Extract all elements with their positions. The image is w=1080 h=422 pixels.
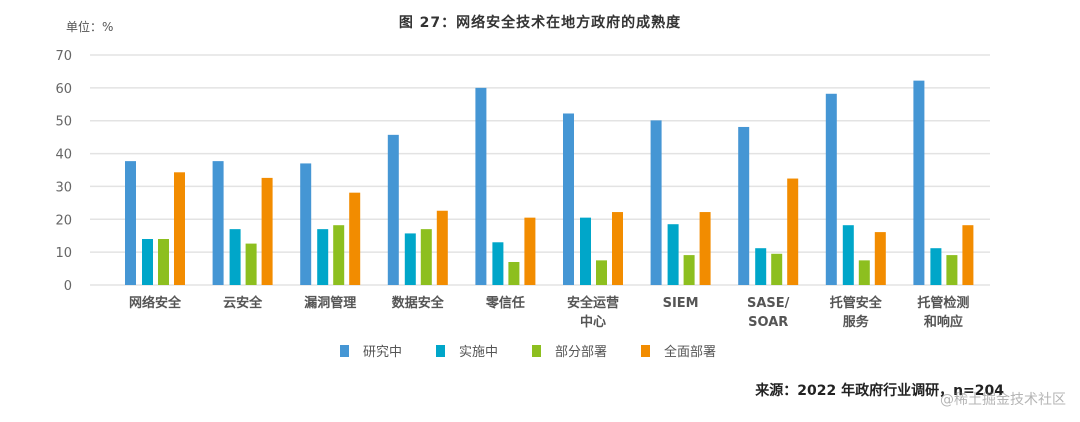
y-tick-label: 10: [55, 246, 72, 261]
x-tick-label: 零信任: [485, 295, 525, 311]
bar-1-2: [317, 229, 329, 285]
legend-item: 实施中: [436, 341, 498, 360]
x-tick-label: 网络安全: [129, 295, 182, 311]
bar-3-7: [787, 178, 799, 285]
watermark: @稀土掘金技术社区: [940, 392, 1066, 408]
bar-2-6: [683, 255, 695, 285]
x-tick-label: 安全运营: [567, 295, 619, 311]
bar-0-6: [650, 120, 662, 285]
bar-3-1: [261, 177, 273, 285]
x-tick-label: SIEM: [663, 296, 699, 311]
unit-label: 单位：%: [66, 20, 114, 34]
legend-label: 研究中: [363, 345, 403, 360]
x-tick-label: 服务: [843, 314, 870, 330]
bar-1-7: [755, 248, 767, 285]
bar-3-9: [962, 225, 974, 285]
bar-0-7: [738, 126, 750, 285]
x-tick-label: 云安全: [223, 295, 263, 311]
y-tick-label: 30: [55, 180, 72, 195]
bar-2-8: [858, 260, 870, 285]
bar-1-0: [142, 239, 153, 285]
y-tick-label: 0: [64, 279, 72, 294]
legend-item: 研究中: [340, 341, 402, 360]
chart-title: 图 27：网络安全技术在地方政府的成熟度: [398, 15, 682, 31]
legend-swatch: [436, 344, 446, 357]
y-tick-label: 20: [55, 213, 72, 228]
bar-1-6: [667, 224, 679, 285]
legend-label: 全面部署: [664, 345, 717, 360]
bar-3-8: [874, 232, 886, 285]
bar-1-4: [492, 242, 504, 285]
bar-0-0: [125, 161, 136, 285]
bar-3-5: [612, 212, 623, 285]
legend-swatch: [641, 344, 651, 357]
bar-1-5: [580, 217, 591, 285]
y-tick-label: 40: [55, 148, 72, 163]
bar-1-9: [930, 248, 942, 285]
legend-item: 全面部署: [641, 341, 716, 360]
bar-3-4: [524, 217, 536, 285]
bar-0-9: [913, 80, 925, 285]
bar-2-2: [333, 225, 345, 285]
x-tick-label: 和响应: [924, 314, 963, 330]
legend-item: 部分部署: [532, 341, 607, 360]
x-tick-label: 中心: [580, 314, 606, 330]
x-tick-label: 托管安全: [830, 295, 883, 311]
legend-swatch: [532, 344, 542, 357]
bar-3-2: [349, 192, 361, 285]
bar-3-0: [174, 172, 185, 285]
x-tick-label: 数据安全: [392, 295, 445, 311]
bar-0-2: [300, 163, 312, 285]
bar-2-1: [245, 243, 257, 285]
y-tick-label: 70: [55, 49, 72, 64]
x-tick-label: SASE/: [747, 296, 790, 311]
bar-1-3: [404, 233, 416, 285]
bar-2-4: [508, 262, 520, 285]
legend-label: 实施中: [459, 345, 499, 360]
bar-3-3: [436, 210, 448, 285]
legend: 研究中 实施中 部分部署 全面部署: [340, 341, 716, 360]
source-note: 来源：2022 年政府行业调研，n=204: [755, 383, 1004, 399]
x-tick-label: 托管检测: [917, 295, 969, 311]
bar-1-1: [229, 229, 241, 285]
bar-2-5: [596, 260, 607, 285]
bar-0-8: [825, 93, 837, 286]
bar-0-1: [212, 161, 224, 285]
x-tick-label: 漏洞管理: [304, 295, 356, 311]
bar-2-7: [771, 253, 783, 285]
bar-0-4: [475, 87, 487, 285]
x-tick-label: SOAR: [748, 315, 788, 330]
bar-1-8: [842, 225, 854, 285]
legend-label: 部分部署: [555, 345, 608, 360]
bar-2-3: [420, 229, 432, 285]
legend-swatch: [340, 344, 349, 357]
bar-0-5: [563, 113, 574, 285]
bar-2-9: [946, 255, 958, 285]
bar-3-6: [699, 212, 711, 285]
y-tick-label: 50: [55, 115, 72, 130]
y-tick-label: 60: [55, 82, 72, 97]
bar-2-0: [158, 239, 169, 285]
bar-0-3: [387, 134, 399, 285]
